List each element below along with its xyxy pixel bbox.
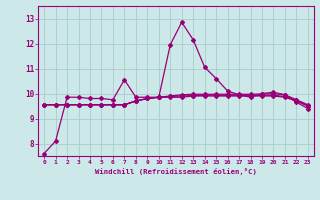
X-axis label: Windchill (Refroidissement éolien,°C): Windchill (Refroidissement éolien,°C): [95, 168, 257, 175]
